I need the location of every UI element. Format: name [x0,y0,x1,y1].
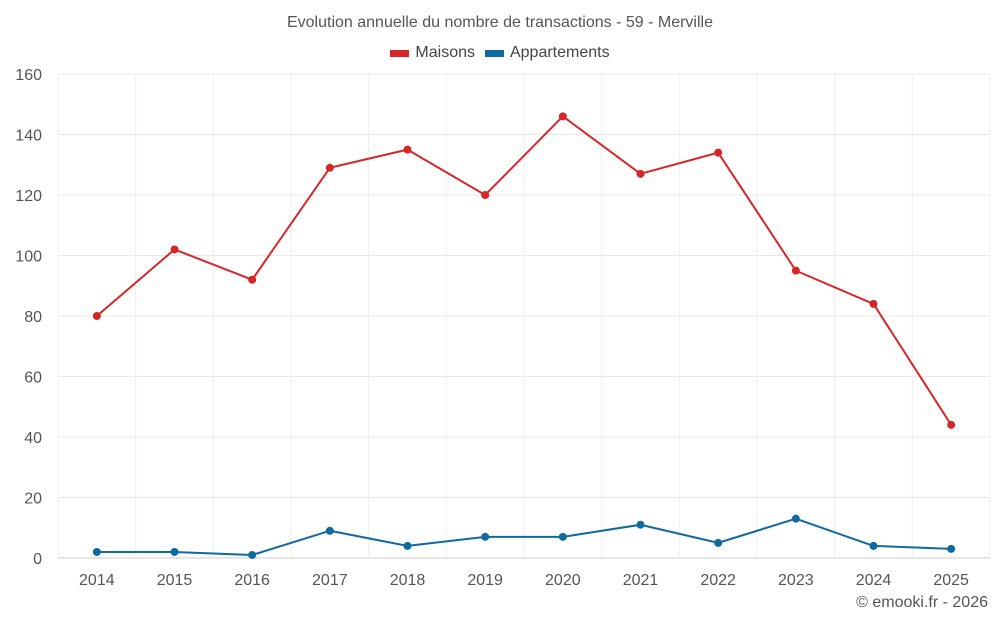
x-tick-label: 2021 [623,572,659,589]
legend: Maisons Appartements [0,44,1000,62]
data-point-appartements[interactable]: Appartements 2024: 4 [869,541,878,550]
chart-title: Evolution annuelle du nombre de transact… [286,14,713,31]
x-tick-label: 2024 [856,572,892,589]
data-point-maisons[interactable]: Maisons 2022: 134 [714,148,723,157]
y-tick-label: 0 [33,551,42,568]
data-point-maisons[interactable]: Maisons 2015: 102 [170,245,179,254]
data-point-maisons[interactable]: Maisons 2021: 127 [636,169,645,178]
x-tick-label: 2025 [933,572,969,589]
credit-text: © emooki.fr - 2026 [856,594,988,611]
x-tick-label: 2023 [778,572,814,589]
x-tick-label: 2015 [157,572,193,589]
data-point-appartements[interactable]: Appartements 2025: 3 [947,544,956,553]
data-point-appartements[interactable]: Appartements 2022: 5 [714,538,723,547]
data-point-maisons[interactable]: Maisons 2014: 80 [92,312,101,320]
legend-label-maisons: Maisons [415,44,475,61]
x-tick-label: 2022 [700,572,736,589]
x-tick-label: 2016 [234,572,270,589]
data-point-maisons[interactable]: Maisons 2019: 120 [481,191,490,199]
data-point-appartements[interactable]: Appartements 2019: 7 [481,532,490,541]
data-point-maisons[interactable]: Maisons 2018: 135 [403,145,412,154]
data-point-maisons[interactable]: Maisons 2020: 146 [558,112,567,121]
legend-item-appartements[interactable]: Appartements [484,44,610,62]
data-point-appartements[interactable]: Appartements 2015: 2 [170,547,179,556]
data-point-appartements[interactable]: Appartements 2016: 1 [248,550,257,559]
y-tick-label: 100 [15,249,42,266]
data-point-maisons[interactable]: Maisons 2024: 84 [869,299,878,308]
data-point-appartements[interactable]: Appartements 2021: 11 [636,520,645,529]
x-tick-label: 2017 [312,572,348,589]
y-tick-label: 120 [15,188,42,205]
data-point-appartements[interactable]: Appartements 2014: 2 [92,547,101,556]
y-tick-label: 60 [24,370,42,387]
series-line-maisons [96,115,953,426]
x-tick-label: 2014 [79,572,115,589]
x-tick-label: 2019 [467,572,503,589]
series-line-appartements [96,517,952,556]
y-tick-label: 80 [24,309,42,326]
legend-swatch-maisons [390,49,410,57]
y-tick-label: 40 [24,430,42,447]
data-point-appartements[interactable]: Appartements 2020: 7 [558,532,567,541]
y-tick-label: 140 [15,128,42,145]
data-point-appartements[interactable]: Appartements 2023: 13 [791,514,800,523]
legend-item-maisons[interactable]: Maisons [390,44,475,62]
data-point-maisons[interactable]: Maisons 2016: 92 [248,275,257,284]
data-point-maisons[interactable]: Maisons 2017: 129 [325,163,334,172]
y-tick-label: 160 [15,67,42,84]
data-point-appartements[interactable]: Appartements 2018: 4 [403,541,412,550]
x-tick-label: 2018 [390,572,426,589]
y-tick-label: 20 [24,491,42,508]
data-point-maisons[interactable]: Maisons 2023: 95 [791,266,800,275]
x-tick-label: 2020 [545,572,581,589]
legend-swatch-appartements [484,49,504,57]
data-point-appartements[interactable]: Appartements 2017: 9 [325,526,334,535]
legend-label-appartements: Appartements [509,44,610,61]
data-point-maisons[interactable]: Maisons 2025: 44 [947,420,956,429]
